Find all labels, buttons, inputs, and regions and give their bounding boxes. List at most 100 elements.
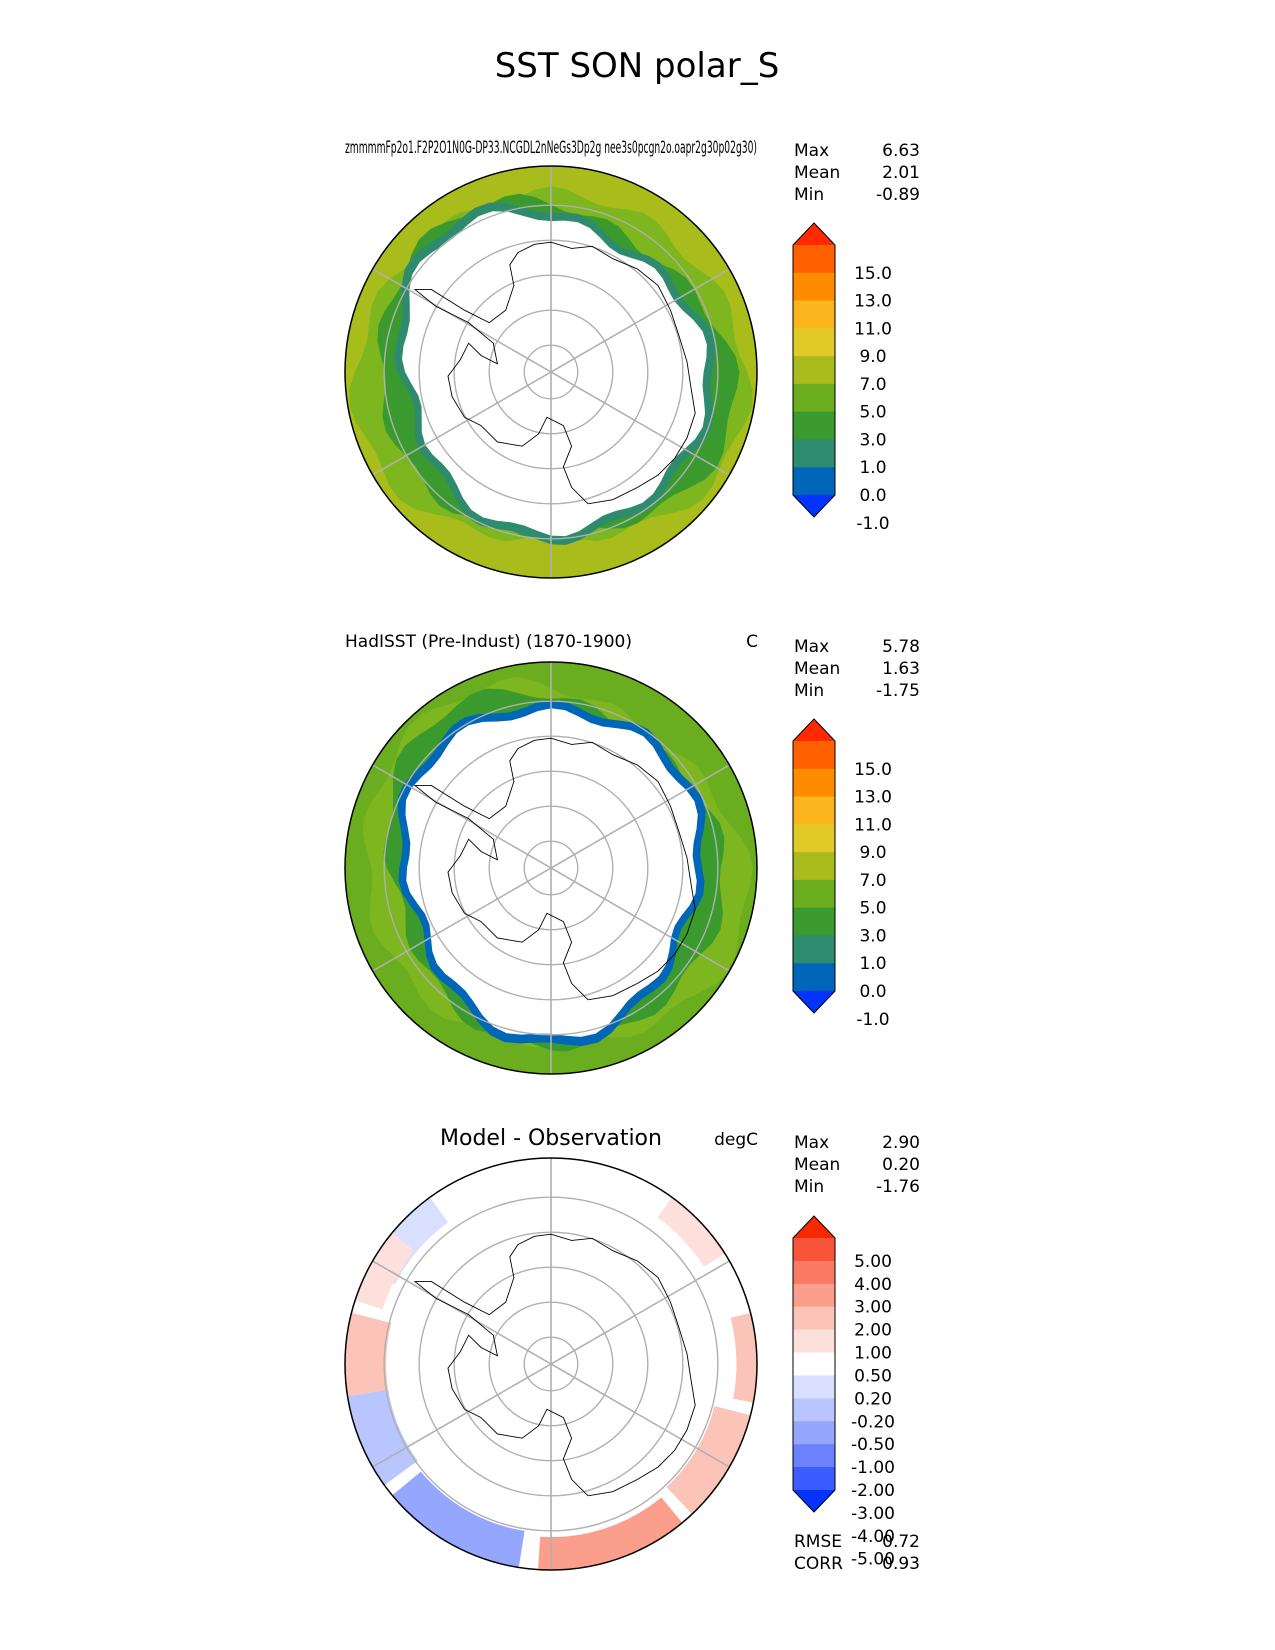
colorbar-segment — [793, 245, 835, 274]
stat-value: -1.75 — [876, 681, 920, 701]
stat-value: 1.63 — [882, 659, 920, 679]
colorbar-tick-label: 1.0 — [859, 954, 886, 974]
colorbar-tick-label: 7.0 — [859, 375, 886, 395]
meridian-line — [372, 764, 552, 869]
antarctica-coastline — [413, 241, 696, 505]
metric-value: 0.72 — [882, 1532, 920, 1552]
colorbar-segment — [793, 467, 835, 496]
panel-reference: HadISST (Pre-Indust) (1870-1900) C Max 5.78… — [344, 632, 920, 1075]
meridian-line — [550, 764, 730, 869]
colorbar-tick-label: 0.0 — [859, 982, 886, 1002]
diff-anomaly-patch — [657, 1197, 725, 1267]
colorbar-segment — [793, 1467, 835, 1491]
colorbar-extend-max — [793, 223, 835, 245]
colorbar-segment — [793, 796, 835, 825]
meridian-line — [372, 1363, 552, 1468]
stat-value: 2.90 — [882, 1133, 920, 1153]
colorbar-segment — [793, 963, 835, 992]
colorbar-extend-max — [793, 719, 835, 741]
stat-label: Mean — [794, 659, 840, 679]
diff-anomaly-patch — [538, 1497, 683, 1570]
figure-title: SST SON polar_S — [495, 46, 780, 86]
metric-value: 0.93 — [882, 1554, 920, 1574]
colorbar-tick-label: 13.0 — [854, 292, 892, 312]
colorbar-tick-label: 7.0 — [859, 871, 886, 891]
colorbar-extend-min — [793, 1490, 835, 1512]
stat-value: 0.20 — [882, 1155, 920, 1175]
colorbar-tick-label: -1.0 — [856, 514, 889, 534]
colorbar-tick-label: -5.00 — [851, 1550, 895, 1570]
colorbar-tick-label: -2.00 — [851, 1481, 895, 1501]
colorbar-tick-label: 2.00 — [854, 1321, 892, 1341]
diff-anomaly-patch — [666, 1406, 751, 1515]
colorbar-tick-label: 15.0 — [854, 760, 892, 780]
meridian-line — [372, 1260, 552, 1365]
panel-title-right: degC — [714, 1130, 758, 1150]
colorbar-extend-min — [793, 495, 835, 517]
colorbar-segment — [793, 935, 835, 964]
colorbar-tick-label: 0.50 — [854, 1366, 892, 1386]
colorbar-segment — [793, 1444, 835, 1468]
colorbar-tick-label: 3.00 — [854, 1298, 892, 1318]
colorbar-tick-label: 5.0 — [859, 403, 886, 423]
colorbar-tick-label: 3.0 — [859, 430, 886, 450]
colorbar-segment — [793, 439, 835, 468]
colorbar-tick-label: -4.00 — [851, 1527, 895, 1547]
diff-anomaly-patch — [392, 1471, 525, 1568]
colorbar-tick-label: -1.0 — [856, 1010, 889, 1030]
colorbar: 15.0 13.0 11.0 9.0 7.0 5.0 3.0 1.0 0.0 -1.0 — [792, 222, 892, 534]
colorbar-tick-label: 1.0 — [859, 458, 886, 478]
colorbar-outline — [792, 222, 836, 518]
meridian-line — [550, 867, 730, 972]
colorbar-tick-label: 13.0 — [854, 788, 892, 808]
stat-label: Min — [794, 185, 824, 205]
diff-anomaly-patch — [347, 1389, 418, 1486]
colorbar-tick-label: 3.0 — [859, 926, 886, 946]
panel-title-right: C — [746, 632, 758, 652]
meridian-line — [550, 1363, 730, 1468]
colorbar-extend-min — [793, 991, 835, 1013]
colorbar-tick-label: 0.20 — [854, 1389, 892, 1409]
graticule — [372, 1158, 730, 1570]
colorbar-segment — [793, 411, 835, 440]
stat-value: 5.78 — [882, 637, 920, 657]
stat-value: -1.76 — [876, 1177, 920, 1197]
stat-label: Min — [794, 1177, 824, 1197]
colorbar-segment — [793, 1398, 835, 1422]
map-border — [344, 1157, 758, 1571]
colorbar: 5.00 4.00 3.00 2.00 1.000.50 0.20 -0.20 -0.50 -1… — [792, 1215, 895, 1570]
panel-title-left: Model - Observation — [440, 1126, 662, 1151]
stat-label: Mean — [794, 1155, 840, 1175]
colorbar-segment — [793, 852, 835, 881]
colorbar-tick-label: 9.0 — [859, 347, 886, 367]
stat-label: Mean — [794, 163, 840, 183]
colorbar-tick-label: 0.0 — [859, 486, 886, 506]
colorbar-segment — [793, 907, 835, 936]
panel-title-left: zmmmmFp2o1.F2P2O1N0G-DP33.NCGDL2nNeGs3Dp… — [345, 138, 757, 158]
meridian-line — [372, 268, 552, 373]
stat-label: Max — [794, 141, 829, 161]
panel-title-left: HadISST (Pre-Indust) (1870-1900) — [345, 632, 632, 652]
map-border — [344, 661, 758, 1075]
colorbar-segment — [793, 1329, 835, 1354]
colorbar-tick-label: 5.0 — [859, 899, 886, 919]
stat-value: -0.89 — [876, 185, 920, 205]
colorbar-segment — [793, 741, 835, 770]
meridian-line — [550, 268, 730, 373]
antarctica-coastline — [413, 737, 696, 1001]
colorbar-tick-label: 11.0 — [854, 319, 892, 339]
colorbar-segment — [793, 272, 835, 302]
colorbar-segment — [793, 1238, 835, 1262]
colorbar-tick-label: 4.00 — [854, 1275, 892, 1295]
colorbar-segment — [793, 1375, 835, 1399]
metric-label: CORR — [794, 1554, 843, 1574]
colorbar-segment — [793, 300, 835, 329]
diff-anomaly-patch — [730, 1312, 757, 1403]
map-border — [344, 165, 758, 579]
meridian-line — [550, 1260, 730, 1365]
colorbar-segment — [793, 1260, 835, 1285]
colorbar-segment — [793, 1283, 835, 1308]
colorbar-segment — [793, 1306, 835, 1331]
colorbar-segment — [793, 356, 835, 385]
